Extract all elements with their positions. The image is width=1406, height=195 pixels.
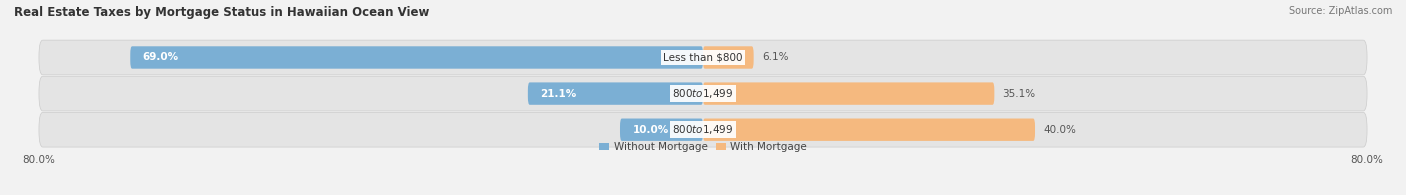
Text: 40.0%: 40.0% [1043, 125, 1076, 135]
Legend: Without Mortgage, With Mortgage: Without Mortgage, With Mortgage [595, 138, 811, 156]
FancyBboxPatch shape [703, 46, 754, 69]
FancyBboxPatch shape [39, 112, 1367, 147]
Text: 35.1%: 35.1% [1002, 89, 1036, 99]
Text: 6.1%: 6.1% [762, 52, 789, 62]
FancyBboxPatch shape [39, 40, 1367, 75]
FancyBboxPatch shape [703, 119, 1035, 141]
Text: Real Estate Taxes by Mortgage Status in Hawaiian Ocean View: Real Estate Taxes by Mortgage Status in … [14, 6, 429, 19]
FancyBboxPatch shape [703, 82, 994, 105]
Text: $800 to $1,499: $800 to $1,499 [672, 87, 734, 100]
FancyBboxPatch shape [39, 76, 1367, 111]
Text: 10.0%: 10.0% [633, 125, 669, 135]
Text: $800 to $1,499: $800 to $1,499 [672, 123, 734, 136]
FancyBboxPatch shape [620, 119, 703, 141]
Text: 21.1%: 21.1% [540, 89, 576, 99]
FancyBboxPatch shape [527, 82, 703, 105]
Text: 69.0%: 69.0% [143, 52, 179, 62]
Text: Less than $800: Less than $800 [664, 52, 742, 62]
Text: Source: ZipAtlas.com: Source: ZipAtlas.com [1288, 6, 1392, 16]
FancyBboxPatch shape [131, 46, 703, 69]
